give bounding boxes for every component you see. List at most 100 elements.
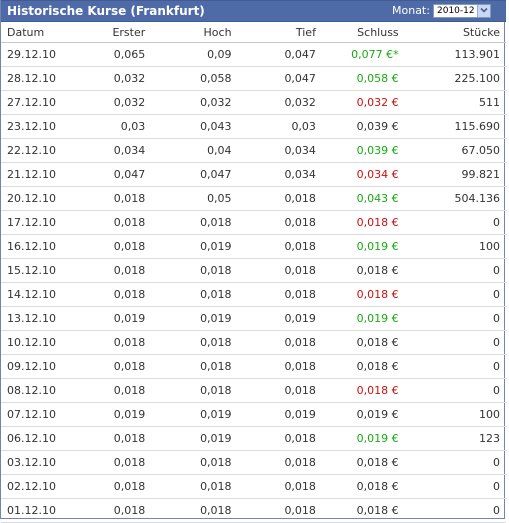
cell-tief: 0,018: [231, 258, 316, 283]
cell-date: 06.12.10: [1, 426, 71, 451]
cell-erster: 0,047: [70, 162, 146, 187]
cell-tief: 0,03: [231, 114, 316, 139]
cell-erster: 0,018: [70, 330, 146, 355]
cell-stuecke: 225.100: [398, 66, 506, 91]
cell-date: 03.12.10: [1, 450, 71, 475]
cell-date: 16.12.10: [1, 234, 71, 259]
cell-schluss: 0,019 €: [315, 426, 399, 451]
table-row: 03.12.10 0,018 0,018 0,018 0,018 €0: [1, 450, 506, 475]
table-row: 22.12.10 0,034 0,04 0,034 0,039 €67.050: [1, 138, 506, 163]
table-row: 21.12.10 0,047 0,047 0,034 0,034 €99.821: [1, 162, 506, 187]
cell-hoch: 0,019: [145, 426, 232, 451]
column-header-datum: Datum: [1, 22, 71, 43]
table-row: 09.12.10 0,018 0,018 0,018 0,018 €0: [1, 354, 506, 379]
cell-schluss: 0,058 €: [315, 66, 399, 91]
cell-stuecke: 0: [398, 282, 506, 307]
cell-hoch: 0,018: [145, 474, 232, 499]
cell-stuecke: 67.050: [398, 138, 506, 163]
cell-date: 10.12.10: [1, 330, 71, 355]
cell-date: 23.12.10: [1, 114, 71, 139]
cell-hoch: 0,018: [145, 354, 232, 379]
table-row: 13.12.10 0,019 0,019 0,019 0,019 €0: [1, 306, 506, 331]
table-row: 15.12.10 0,018 0,018 0,018 0,018 €0: [1, 258, 506, 283]
cell-schluss: 0,018 €: [315, 354, 399, 379]
cell-erster: 0,018: [70, 474, 146, 499]
cell-tief: 0,018: [231, 282, 316, 307]
cell-tief: 0,047: [231, 42, 316, 67]
cell-schluss: 0,018 €: [315, 210, 399, 235]
cell-hoch: 0,019: [145, 402, 232, 427]
cell-date: 17.12.10: [1, 210, 71, 235]
cell-stuecke: 0: [398, 354, 506, 379]
cell-erster: 0,032: [70, 90, 146, 115]
cell-stuecke: 0: [398, 330, 506, 355]
cell-schluss: 0,034 €: [315, 162, 399, 187]
cell-stuecke: 113.901: [398, 42, 506, 67]
cell-stuecke: 115.690: [398, 114, 506, 139]
cell-schluss: 0,018 €: [315, 474, 399, 499]
table-header-row: Datum Erster Hoch Tief Schluss Stücke: [1, 22, 506, 43]
month-select[interactable]: 2010-12: [433, 4, 491, 18]
table-row: 29.12.10 0,065 0,09 0,047 0,077 €* 113.901: [1, 42, 506, 67]
cell-date: 28.12.10: [1, 66, 71, 91]
cell-hoch: 0,09: [145, 42, 232, 67]
table-row: 28.12.10 0,032 0,058 0,047 0,058 €225.100: [1, 66, 506, 91]
table-row: 10.12.10 0,018 0,018 0,018 0,018 €0: [1, 330, 506, 355]
panel-title: Historische Kurse (Frankfurt): [7, 4, 205, 18]
cell-schluss: 0,018 €: [315, 282, 399, 307]
cell-schluss: 0,032 €: [315, 90, 399, 115]
cell-schluss: 0,019 €: [315, 306, 399, 331]
cell-hoch: 0,018: [145, 498, 232, 523]
cell-hoch: 0,019: [145, 234, 232, 259]
cell-hoch: 0,032: [145, 90, 232, 115]
cell-hoch: 0,018: [145, 258, 232, 283]
cell-tief: 0,034: [231, 162, 316, 187]
cell-schluss: 0,018 €: [315, 498, 399, 523]
cell-stuecke: 100: [398, 234, 506, 259]
cell-erster: 0,018: [70, 354, 146, 379]
cell-hoch: 0,05: [145, 186, 232, 211]
cell-stuecke: 123: [398, 426, 506, 451]
month-select-value: 2010-12: [437, 6, 475, 16]
cell-tief: 0,018: [231, 354, 316, 379]
cell-erster: 0,018: [70, 282, 146, 307]
table-row: 23.12.10 0,03 0,043 0,03 0,039 €115.690: [1, 114, 506, 139]
cell-hoch: 0,058: [145, 66, 232, 91]
cell-hoch: 0,018: [145, 210, 232, 235]
cell-tief: 0,018: [231, 330, 316, 355]
cell-erster: 0,034: [70, 138, 146, 163]
cell-date: 15.12.10: [1, 258, 71, 283]
cell-stuecke: 0: [398, 474, 506, 499]
table-row: 07.12.10 0,019 0,019 0,019 0,019 €100: [1, 402, 506, 427]
cell-stuecke: 0: [398, 258, 506, 283]
cell-hoch: 0,018: [145, 330, 232, 355]
cell-erster: 0,019: [70, 306, 146, 331]
table-row: 08.12.10 0,018 0,018 0,018 0,018 €0: [1, 378, 506, 403]
cell-date: 08.12.10: [1, 378, 71, 403]
cell-schluss: 0,019 €: [315, 234, 399, 259]
cell-erster: 0,018: [70, 186, 146, 211]
cell-date: 01.12.10: [1, 498, 71, 523]
column-header-tief: Tief: [231, 22, 316, 43]
cell-date: 02.12.10: [1, 474, 71, 499]
table-row: 01.12.10 0,018 0,018 0,018 0,018 €0: [1, 498, 506, 523]
cell-schluss: 0,018 €: [315, 258, 399, 283]
table-row: 06.12.10 0,018 0,019 0,018 0,019 €123: [1, 426, 506, 451]
cell-stuecke: 99.821: [398, 162, 506, 187]
table-row: 20.12.10 0,018 0,05 0,018 0,043 €504.136: [1, 186, 506, 211]
cell-tief: 0,018: [231, 498, 316, 523]
column-header-stuecke: Stücke: [398, 22, 506, 43]
cell-erster: 0,019: [70, 402, 146, 427]
cell-stuecke: 511: [398, 90, 506, 115]
cell-date: 29.12.10: [1, 42, 71, 67]
cell-stuecke: 504.136: [398, 186, 506, 211]
cell-hoch: 0,018: [145, 450, 232, 475]
table-row: 14.12.10 0,018 0,018 0,018 0,018 €0: [1, 282, 506, 307]
cell-stuecke: 0: [398, 498, 506, 523]
table-row: 27.12.10 0,032 0,032 0,032 0,032 €511: [1, 90, 506, 115]
cell-schluss: 0,019 €: [315, 402, 399, 427]
cell-date: 13.12.10: [1, 306, 71, 331]
cell-schluss: 0,077 €*: [315, 42, 399, 67]
dropdown-button[interactable]: [477, 5, 490, 17]
